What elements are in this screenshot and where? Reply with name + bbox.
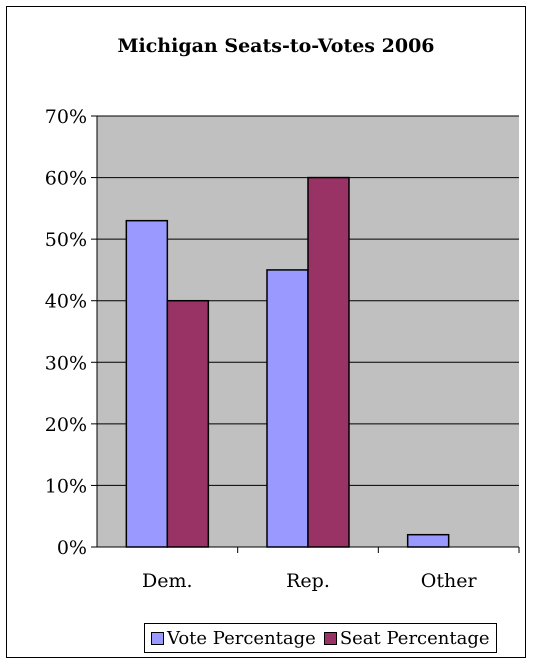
x-axis-tick-label: Dem. [142,570,193,592]
y-axis-tick-label: 0% [57,537,87,559]
legend-item-vote: Vote Percentage [151,628,316,649]
legend-swatch-vote [151,631,164,645]
bar-seat-1 [307,176,350,548]
chart-title: Michigan Seats-to-Votes 2006 [117,35,434,57]
axes [91,115,520,553]
legend-swatch-seat [323,631,337,645]
y-axis-tick-label: 70% [45,106,87,128]
y-axis-tick-label: 10% [45,475,87,497]
y-axis-tick-label: 30% [45,352,87,374]
legend-item-seat: Seat Percentage [323,627,490,649]
bar-vote-0 [125,219,169,548]
x-axis-tick-labels: Dem. Rep. Other [142,570,477,592]
legend-label-vote: Vote Percentage [167,627,316,649]
y-axis-tick-label: 20% [45,414,87,436]
y-axis-tick-labels: 0% 10% 20% 30% 40% 50% 60% 70% [45,106,87,559]
x-axis-tick-label: Other [421,570,478,592]
x-axis-tick-label: Rep. [286,570,330,592]
legend: Vote Percentage Seat Percentage [144,623,497,653]
y-axis-tick-label: 50% [45,229,87,251]
y-axis-tick-label: 40% [45,291,87,313]
y-axis-tick-label: 60% [45,168,87,190]
bar-vote-1 [266,269,309,548]
bar-vote-2 [406,533,450,548]
bar-seat-0 [166,299,210,548]
legend-label-seat: Seat Percentage [339,627,490,649]
